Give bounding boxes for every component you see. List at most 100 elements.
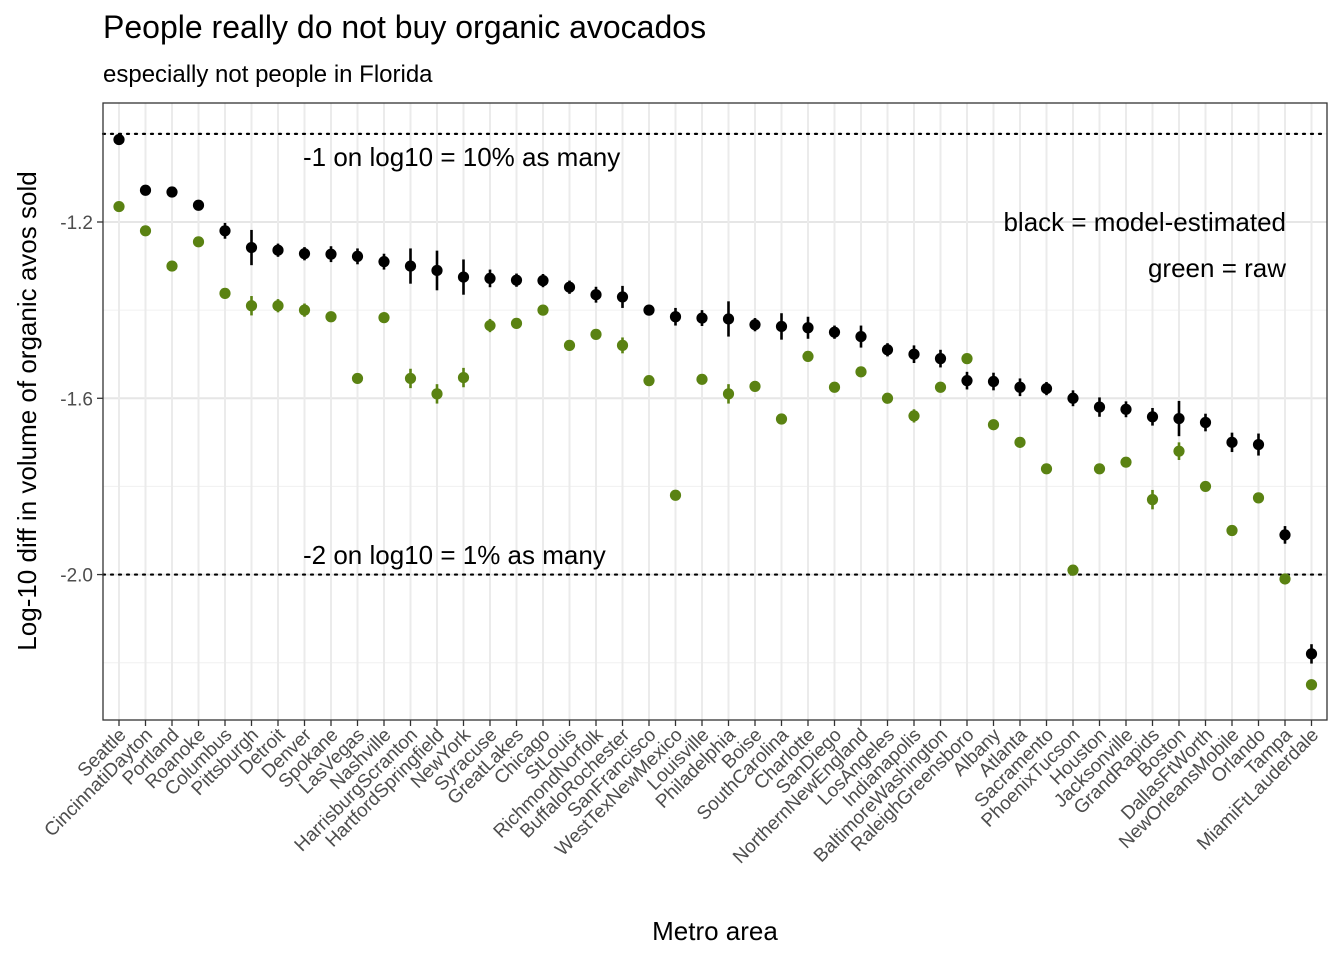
model-point [1279,529,1291,541]
model-point [272,244,284,256]
model-point [457,271,470,283]
model-point [802,322,814,334]
raw-point [590,328,602,340]
x-axis-title: Metro area [652,916,778,946]
model-point [325,248,337,260]
model-point [987,375,1000,388]
model-point [113,133,125,146]
raw-point [113,200,125,213]
model-point [1014,381,1026,393]
raw-point [139,225,152,237]
legend-raw: green = raw [1148,253,1286,283]
y-axis: -1.2 -1.6 -2.0 [60,213,103,587]
model-point [510,274,523,286]
raw-point [378,312,390,324]
model-point [1040,382,1053,395]
raw-point [643,375,655,387]
model-point [1093,401,1106,413]
raw-point [298,304,311,316]
model-point [881,344,894,356]
raw-point [166,260,178,272]
raw-point [192,236,205,248]
raw-point [1173,445,1185,457]
model-point [1146,411,1159,423]
plot-background [103,103,1327,720]
model-point [1252,438,1265,451]
model-point [696,312,708,324]
raw-point [1252,492,1265,504]
raw-point [987,419,1000,431]
reference-label-upper: -1 on log10 = 10% as many [303,142,620,172]
raw-point [722,388,735,400]
model-point [775,320,788,333]
y-tick-label: -1.6 [60,389,93,410]
raw-point [404,372,417,385]
raw-point [1014,436,1026,448]
y-tick-label: -1.2 [60,213,93,234]
raw-point [272,300,284,312]
model-point [139,184,152,196]
raw-point [510,317,523,329]
raw-point [802,350,814,363]
model-point [855,330,867,343]
model-point [404,260,417,272]
raw-point [563,339,576,351]
model-point [192,199,205,211]
model-point [245,241,258,254]
raw-point [775,413,788,425]
y-tick-label: -2.0 [60,566,93,587]
raw-point [1067,564,1079,576]
model-point [378,256,390,268]
model-point [961,375,973,387]
raw-point [1199,480,1212,493]
model-point [643,304,655,316]
model-point [616,291,629,303]
raw-point [616,339,629,351]
model-point [722,313,735,325]
raw-point [219,287,231,299]
model-point [669,311,682,323]
model-point [484,272,496,285]
y-axis-title: Log-10 diff in volume of organic avos so… [12,171,42,650]
raw-point [696,373,708,385]
raw-point [1040,463,1053,475]
raw-point [855,366,867,378]
raw-point [669,489,682,501]
model-point [298,248,311,260]
model-point [219,225,231,237]
reference-label-lower: -2 on log10 = 1% as many [303,540,606,570]
raw-point [484,319,496,332]
chart-subtitle: especially not people in Florida [103,61,433,88]
raw-point [1093,463,1106,475]
raw-point [351,372,364,385]
legend-model-estimated: black = model-estimated [1003,207,1286,237]
raw-point [457,371,470,384]
model-point [1226,436,1238,448]
model-point [431,264,443,277]
raw-point [431,388,443,400]
raw-point [1146,494,1159,506]
model-point [908,348,920,360]
raw-point [325,311,337,323]
raw-point [961,353,973,365]
raw-point [881,392,894,404]
model-point [934,353,947,365]
model-point [1173,412,1185,425]
raw-point [749,380,761,392]
model-point [1067,392,1079,404]
x-axis: SeattleCincinnatiDaytonPortlandRoanokeCo… [41,720,1323,868]
raw-point [537,304,549,316]
model-point [828,326,841,338]
model-point [563,281,576,293]
raw-point [1305,679,1318,691]
raw-point [828,381,841,393]
raw-point [908,410,920,422]
raw-point [245,300,258,312]
model-point [590,289,602,301]
data-points [113,133,1318,691]
grid [103,103,1327,720]
model-point [1199,416,1212,429]
model-point [749,319,761,331]
raw-point [1120,456,1132,468]
